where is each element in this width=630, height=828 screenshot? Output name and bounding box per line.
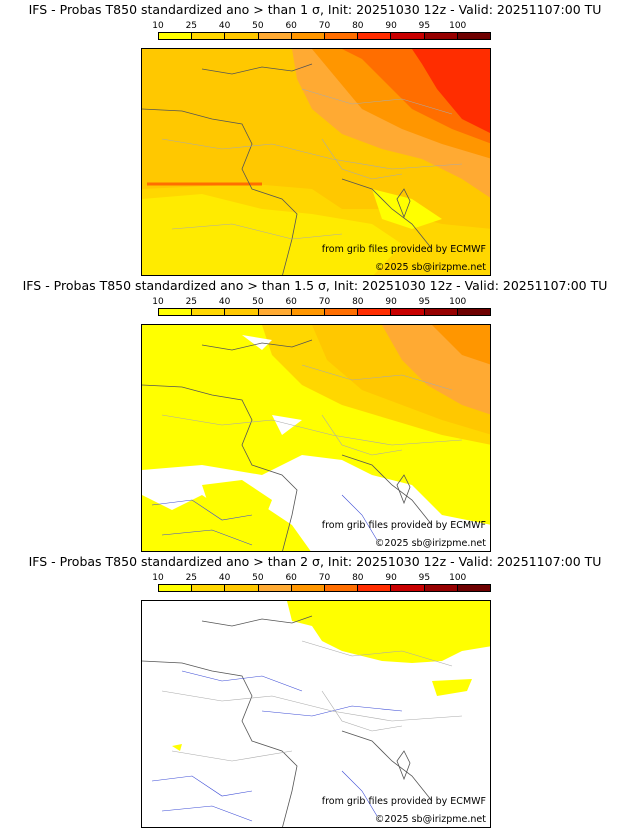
map-panel-3: IFS - Probas T850 standardized ano > tha… [0,552,630,828]
legend-color-bar [158,308,491,316]
legend-swatch [457,309,491,315]
color-legend: 10 25 40 50 60 70 80 90 95 100 [152,21,491,45]
legend-tick-label: 50 [252,297,264,307]
legend-color-bar [158,584,491,592]
legend-swatch [457,33,491,39]
legend-swatch [291,309,326,315]
legend-tick-label: 25 [185,573,198,583]
legend-tick-label: 40 [218,21,231,31]
legend-tick-label: 100 [449,297,467,307]
legend-tick-labels: 10 25 40 50 60 70 80 90 95 100 [152,297,491,307]
panel-title: IFS - Probas T850 standardized ano > tha… [28,554,602,569]
map-graphic [142,601,490,827]
map-graphic [142,49,490,275]
legend-swatch [159,33,193,39]
legend-swatch [225,33,259,39]
legend-tick-label: 60 [285,21,297,31]
legend-swatch [391,585,425,591]
legend-swatch [258,309,292,315]
legend-tick-label: 40 [218,297,231,307]
copyright-credit: ©2025 sb@irizpme.net [374,814,486,825]
legend-swatch [391,309,425,315]
legend-tick-label: 95 [418,21,431,31]
legend-tick-label: 90 [385,21,397,31]
probability-map: from grib files provided by ECMWF ©2025 … [141,48,491,276]
source-credit: from grib files provided by ECMWF [321,244,486,255]
legend-tick-label: 50 [252,573,264,583]
legend-tick-label: 100 [449,573,467,583]
legend-tick-label: 40 [218,573,231,583]
legend-tick-label: 95 [418,297,431,307]
legend-swatch [457,585,491,591]
legend-tick-label: 10 [152,21,164,31]
legend-tick-label: 95 [418,573,431,583]
legend-color-bar [158,32,491,40]
legend-swatch [192,309,226,315]
legend-swatch [358,309,392,315]
legend-swatch [258,33,292,39]
legend-swatch [424,33,458,39]
legend-swatch [424,309,458,315]
legend-tick-label: 60 [285,573,297,583]
probability-map: from grib files provided by ECMWF ©2025 … [141,600,491,828]
legend-swatch [291,33,326,39]
legend-tick-label: 80 [352,21,364,31]
color-legend: 10 25 40 50 60 70 80 90 95 100 [152,297,491,321]
map-panel-2: IFS - Probas T850 standardized ano > tha… [0,276,630,552]
map-panel-1: IFS - Probas T850 standardized ano > tha… [0,0,630,276]
source-credit: from grib files provided by ECMWF [321,520,486,531]
panel-title: IFS - Probas T850 standardized ano > tha… [28,2,602,17]
legend-tick-label: 100 [449,21,467,31]
legend-swatch [192,585,226,591]
legend-tick-labels: 10 25 40 50 60 70 80 90 95 100 [152,573,491,583]
legend-tick-label: 25 [185,21,198,31]
legend-swatch [225,309,259,315]
legend-swatch [192,33,226,39]
legend-tick-label: 50 [252,21,264,31]
source-credit: from grib files provided by ECMWF [321,796,486,807]
legend-swatch [225,585,259,591]
legend-tick-label: 90 [385,297,397,307]
map-graphic [142,325,490,551]
legend-tick-label: 25 [185,297,198,307]
legend-tick-labels: 10 25 40 50 60 70 80 90 95 100 [152,21,491,31]
legend-swatch [325,309,359,315]
panel-title: IFS - Probas T850 standardized ano > tha… [22,278,608,293]
legend-tick-label: 70 [318,297,331,307]
legend-swatch [291,585,326,591]
legend-tick-label: 80 [352,573,364,583]
legend-tick-label: 80 [352,297,364,307]
legend-swatch [358,585,392,591]
color-legend: 10 25 40 50 60 70 80 90 95 100 [152,573,491,597]
copyright-credit: ©2025 sb@irizpme.net [374,262,486,273]
legend-swatch [258,585,292,591]
probability-map: from grib files provided by ECMWF ©2025 … [141,324,491,552]
legend-tick-label: 10 [152,573,164,583]
legend-swatch [159,585,193,591]
legend-swatch [358,33,392,39]
legend-swatch [325,33,359,39]
legend-tick-label: 90 [385,573,397,583]
legend-swatch [424,585,458,591]
legend-tick-label: 10 [152,297,164,307]
legend-tick-label: 60 [285,297,297,307]
legend-tick-label: 70 [318,21,331,31]
copyright-credit: ©2025 sb@irizpme.net [374,538,486,549]
legend-tick-label: 70 [318,573,331,583]
legend-swatch [325,585,359,591]
legend-swatch [159,309,193,315]
legend-swatch [391,33,425,39]
